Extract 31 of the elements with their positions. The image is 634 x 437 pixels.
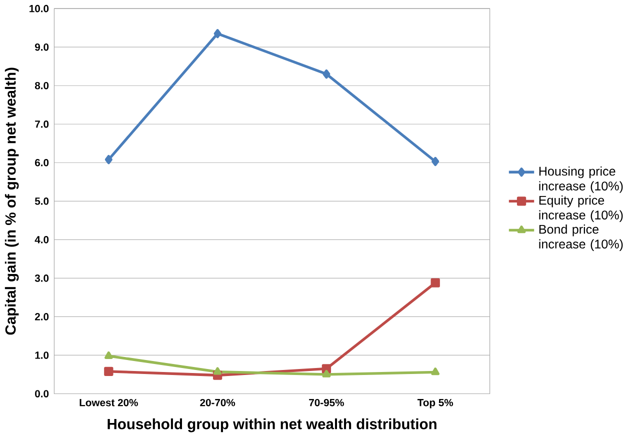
y-tick-label: 10.0 [30, 4, 49, 12]
point [431, 368, 440, 376]
point [430, 278, 440, 288]
point [322, 370, 331, 378]
x-tick-label: Top 5% [417, 398, 454, 408]
point [322, 69, 330, 79]
x-tick-label: 20-70% [200, 398, 236, 406]
y-tick-label: 6.0 [35, 158, 49, 166]
y-tick-label: 7.0 [35, 120, 49, 128]
x-axis-title: Household group within net wealth distribution [108, 418, 436, 432]
point [104, 351, 113, 359]
legend-label: Equity price increase (10%) [539, 195, 623, 222]
legend-label: Housing price increase (10%) [539, 166, 623, 193]
x-tick-label: Lowest 20% [80, 398, 138, 406]
legend-label: Bond price increase (10%) [539, 224, 623, 251]
point [213, 367, 222, 375]
y-tick-label: 4.0 [34, 236, 49, 244]
y-tick-label: 8.0 [34, 82, 49, 90]
y-tick-label: 2.0 [34, 312, 49, 320]
y-tick-label: 9.0 [34, 43, 49, 51]
y-tick-label: 0.0 [35, 390, 49, 398]
point [214, 28, 222, 38]
point [104, 154, 112, 164]
y-tick-label: 3.0 [34, 274, 49, 282]
x-tick-label: 70-95% [309, 398, 344, 406]
y-tick-label: 5.0 [34, 197, 49, 205]
point [104, 366, 114, 376]
y-axis-title: Capital gain (in % of group net wealth) [4, 68, 19, 335]
y-tick-label: 1.0 [35, 351, 49, 359]
point [322, 364, 332, 374]
point [432, 156, 440, 166]
